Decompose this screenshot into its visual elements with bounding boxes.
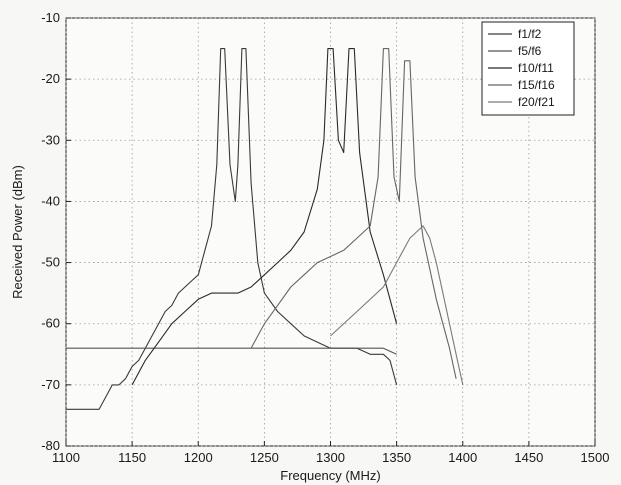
ticks: 1100 1150 1200 1250 1300 1350 1400 1450 1500 -10 -… xyxy=(41,10,609,465)
y-tick-label: -60 xyxy=(41,316,60,331)
x-tick-label: 1500 xyxy=(581,450,610,465)
x-tick-label: 1450 xyxy=(514,450,543,465)
y-tick-label: -30 xyxy=(41,132,60,147)
series-line-3 xyxy=(250,48,457,379)
legend-label-3: f15/f16 xyxy=(518,78,555,92)
y-axis-label: Received Power (dBm) xyxy=(10,165,25,299)
legend-label-0: f1/f2 xyxy=(518,27,542,41)
y-tick-label: -20 xyxy=(41,71,60,86)
y-tick-label: -10 xyxy=(41,10,60,25)
legend-label-1: f5/f6 xyxy=(518,44,542,58)
x-tick-label: 1350 xyxy=(382,450,411,465)
x-tick-label: 1300 xyxy=(316,450,345,465)
series-line-4 xyxy=(330,225,464,386)
x-tick-label: 1400 xyxy=(448,450,477,465)
series-layer xyxy=(66,48,464,410)
x-tick-label: 1250 xyxy=(250,450,279,465)
series-line-1 xyxy=(66,347,397,355)
x-axis-label: Frequency (MHz) xyxy=(280,468,380,483)
series-line-2 xyxy=(131,48,398,386)
y-tick-label: -80 xyxy=(41,438,60,453)
y-tick-label: -50 xyxy=(41,255,60,270)
x-tick-label: 1100 xyxy=(52,450,80,465)
x-tick-label: 1200 xyxy=(184,450,213,465)
series-line-0 xyxy=(66,48,398,410)
legend-label-4: f20/f21 xyxy=(518,95,555,109)
y-tick-label: -40 xyxy=(41,193,60,208)
x-tick-label: 1150 xyxy=(118,450,146,465)
grid xyxy=(65,17,596,447)
legend: f1/f2 f5/f6 f10/f11 f15/f16 f20/f21 xyxy=(481,21,575,116)
legend-label-2: f10/f11 xyxy=(518,61,554,75)
y-tick-label: -70 xyxy=(41,377,60,392)
